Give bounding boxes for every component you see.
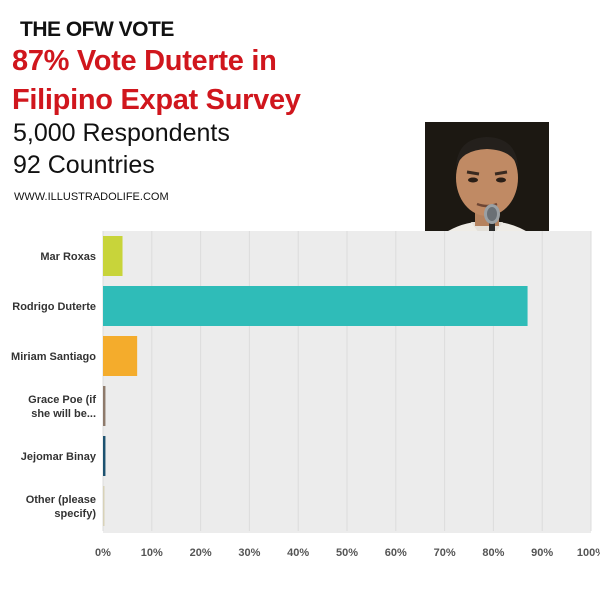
x-tick-label: 30% bbox=[238, 547, 260, 559]
grid-lines bbox=[102, 231, 592, 531]
category-label: Rodrigo Duterte bbox=[12, 301, 96, 313]
x-tick-label: 50% bbox=[336, 547, 358, 559]
bar bbox=[103, 336, 138, 376]
category-label: Jejomar Binay bbox=[21, 451, 97, 463]
bar bbox=[103, 236, 123, 276]
survey-bar-chart: Mar Roxas Rodrigo Duterte Miriam Santiago G… bbox=[11, 231, 600, 559]
bar bbox=[103, 486, 105, 526]
category-label: Mar Roxas bbox=[40, 251, 96, 263]
website-url: WWW.ILLUSTRADOLIFE.COM bbox=[14, 191, 169, 203]
x-axis-ticks: 0% 10% 20% 30% 40% 50% 60% 70% 80% 90% 100% bbox=[95, 547, 600, 559]
headline-line-1: 87% Vote Duterte in bbox=[12, 45, 277, 77]
kicker-title: THE OFW VOTE bbox=[20, 18, 174, 41]
x-tick-label: 20% bbox=[190, 547, 212, 559]
bar bbox=[103, 436, 106, 476]
x-tick-label: 0% bbox=[95, 547, 111, 559]
x-tick-label: 100% bbox=[577, 547, 600, 559]
headline-line-2: Filipino Expat Survey bbox=[12, 84, 301, 116]
bars bbox=[103, 236, 528, 526]
category-label: Miriam Santiago bbox=[11, 351, 96, 363]
x-tick-label: 60% bbox=[385, 547, 407, 559]
respondents-count: 5,000 Respondents bbox=[13, 119, 230, 147]
bar bbox=[103, 286, 528, 326]
category-labels: Mar Roxas Rodrigo Duterte Miriam Santiago G… bbox=[11, 251, 97, 520]
category-label: Grace Poe (if bbox=[28, 394, 96, 406]
x-tick-label: 70% bbox=[434, 547, 456, 559]
x-tick-label: 40% bbox=[287, 547, 309, 559]
bar bbox=[103, 386, 106, 426]
candidate-photo bbox=[425, 122, 549, 254]
x-tick-label: 90% bbox=[531, 547, 553, 559]
countries-count: 92 Countries bbox=[13, 151, 155, 179]
category-label: she will be... bbox=[31, 408, 96, 420]
x-tick-label: 80% bbox=[482, 547, 504, 559]
x-tick-label: 10% bbox=[141, 547, 163, 559]
category-label: specify) bbox=[54, 508, 96, 520]
category-label: Other (please bbox=[26, 494, 96, 506]
